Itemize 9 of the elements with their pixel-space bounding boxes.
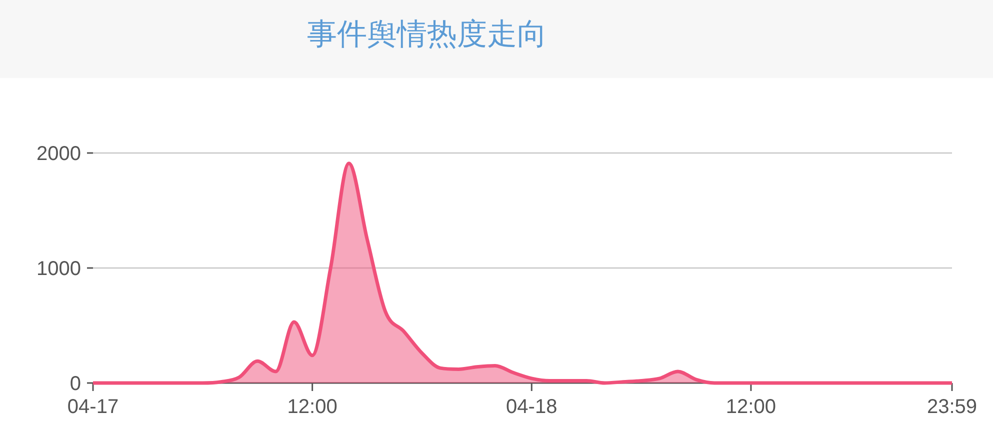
x-tick-label: 12:00	[287, 396, 338, 418]
y-tick-label: 1000	[36, 258, 81, 280]
x-tick-label: 23:59	[926, 396, 978, 418]
x-tick-label: 12:00	[726, 396, 776, 418]
chart-title: 事件舆情热度走向	[307, 17, 547, 52]
x-tick-label: 04-18	[506, 396, 558, 418]
y-tick-label: 0	[70, 373, 81, 395]
x-tick-label: 04-17	[67, 396, 119, 418]
y-tick-label: 2000	[36, 143, 81, 165]
